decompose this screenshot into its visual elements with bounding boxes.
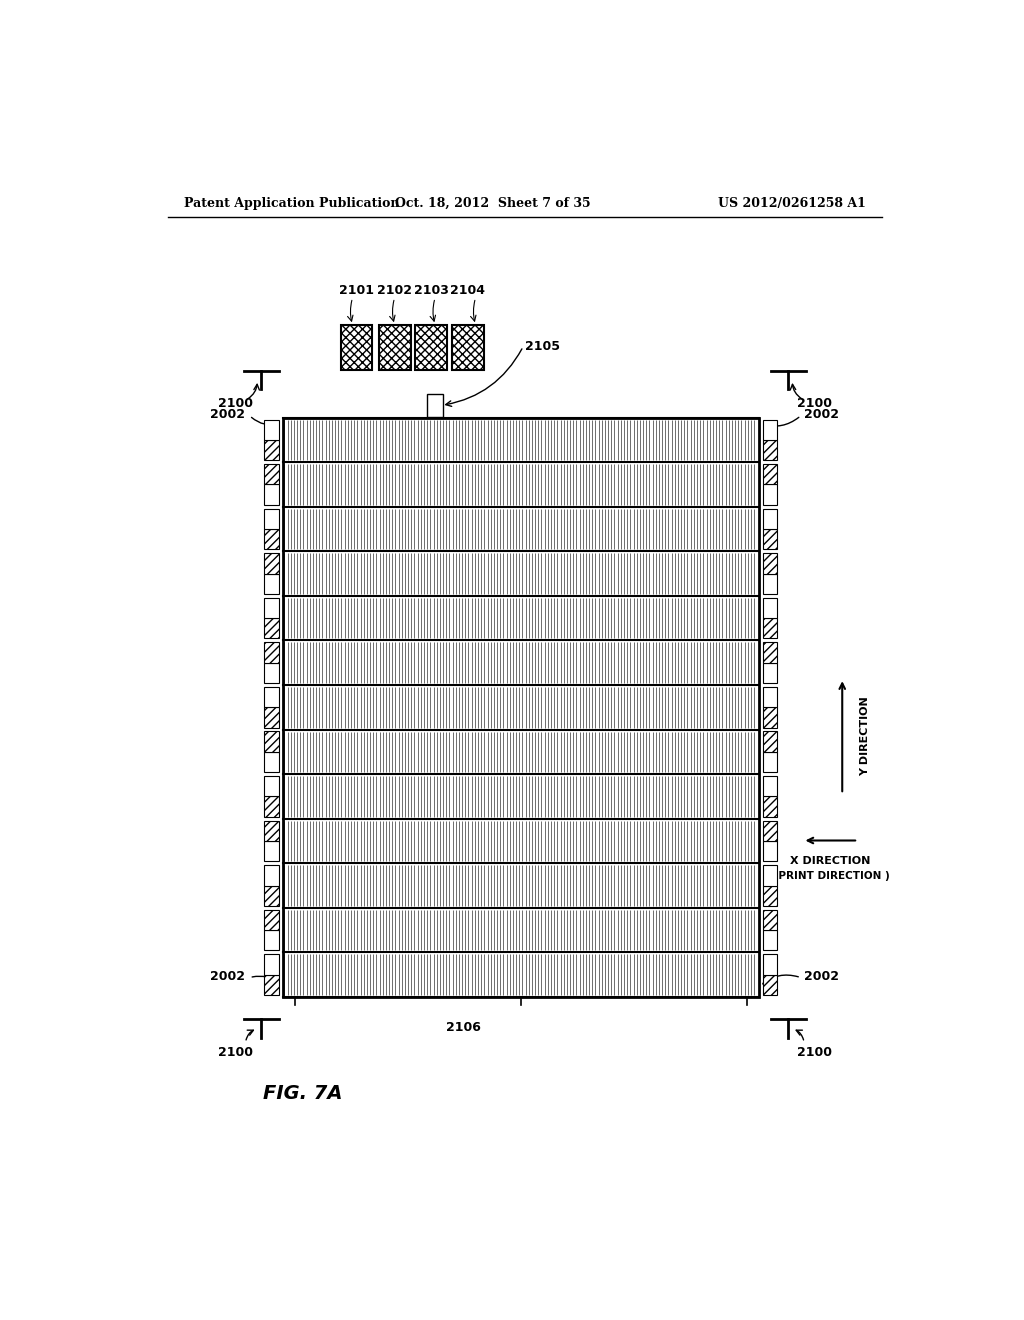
Bar <box>763 954 777 974</box>
Bar <box>264 974 279 995</box>
Bar <box>763 643 777 663</box>
Text: 2100: 2100 <box>218 1045 253 1059</box>
Text: 2104: 2104 <box>451 284 485 297</box>
Bar <box>264 821 279 841</box>
Bar <box>264 529 279 549</box>
Bar <box>427 395 443 417</box>
Bar <box>763 420 777 440</box>
Bar <box>763 841 777 861</box>
Bar <box>264 731 279 752</box>
Bar <box>763 731 777 752</box>
Bar <box>763 776 777 796</box>
Text: 2002: 2002 <box>804 408 839 421</box>
Text: Y DIRECTION: Y DIRECTION <box>860 697 869 776</box>
Bar <box>264 465 279 484</box>
Bar <box>264 618 279 639</box>
Bar <box>763 508 777 529</box>
Bar <box>763 553 777 574</box>
Text: FIG. 7A: FIG. 7A <box>263 1084 342 1104</box>
Bar <box>763 484 777 504</box>
Text: 2101: 2101 <box>339 284 374 297</box>
Bar <box>264 931 279 950</box>
Text: 2002: 2002 <box>804 970 839 983</box>
Bar <box>264 440 279 461</box>
Bar <box>763 886 777 906</box>
Bar <box>763 598 777 618</box>
Text: 2002: 2002 <box>211 408 246 421</box>
Text: 2106: 2106 <box>446 1020 481 1034</box>
Bar <box>763 708 777 727</box>
Bar <box>416 325 447 370</box>
Bar <box>264 508 279 529</box>
Bar <box>763 618 777 639</box>
Bar <box>264 708 279 727</box>
Bar <box>264 954 279 974</box>
Bar <box>763 821 777 841</box>
Bar <box>264 598 279 618</box>
Text: 2002: 2002 <box>211 970 246 983</box>
Text: Patent Application Publication: Patent Application Publication <box>183 197 399 210</box>
Text: 2105: 2105 <box>524 341 560 352</box>
Text: 2103: 2103 <box>414 284 449 297</box>
Bar <box>763 931 777 950</box>
Bar <box>264 865 279 886</box>
Text: X DIRECTION: X DIRECTION <box>791 855 870 866</box>
Bar <box>763 974 777 995</box>
Bar <box>341 325 373 370</box>
Bar <box>763 752 777 772</box>
Bar <box>763 440 777 461</box>
Bar <box>379 325 411 370</box>
Bar <box>763 465 777 484</box>
Bar <box>264 420 279 440</box>
Bar <box>264 553 279 574</box>
Bar <box>763 909 777 931</box>
Bar <box>452 325 483 370</box>
Text: 2102: 2102 <box>377 284 412 297</box>
Bar <box>763 529 777 549</box>
Bar <box>264 841 279 861</box>
Bar <box>264 686 279 708</box>
Bar <box>763 796 777 817</box>
Text: 2100: 2100 <box>218 397 253 411</box>
Bar <box>264 752 279 772</box>
Text: 2100: 2100 <box>797 1045 831 1059</box>
Bar <box>763 663 777 682</box>
Bar <box>763 865 777 886</box>
Bar <box>264 886 279 906</box>
Bar <box>763 574 777 594</box>
Bar <box>264 909 279 931</box>
Text: Oct. 18, 2012  Sheet 7 of 35: Oct. 18, 2012 Sheet 7 of 35 <box>395 197 591 210</box>
Bar <box>264 574 279 594</box>
Bar <box>283 417 759 997</box>
Text: US 2012/0261258 A1: US 2012/0261258 A1 <box>718 197 866 210</box>
Bar <box>264 484 279 504</box>
Bar <box>264 663 279 682</box>
Text: 2100: 2100 <box>797 397 831 411</box>
Bar <box>264 776 279 796</box>
Bar <box>264 796 279 817</box>
Text: ( PRINT DIRECTION ): ( PRINT DIRECTION ) <box>770 871 890 880</box>
Bar <box>763 686 777 708</box>
Bar <box>264 643 279 663</box>
